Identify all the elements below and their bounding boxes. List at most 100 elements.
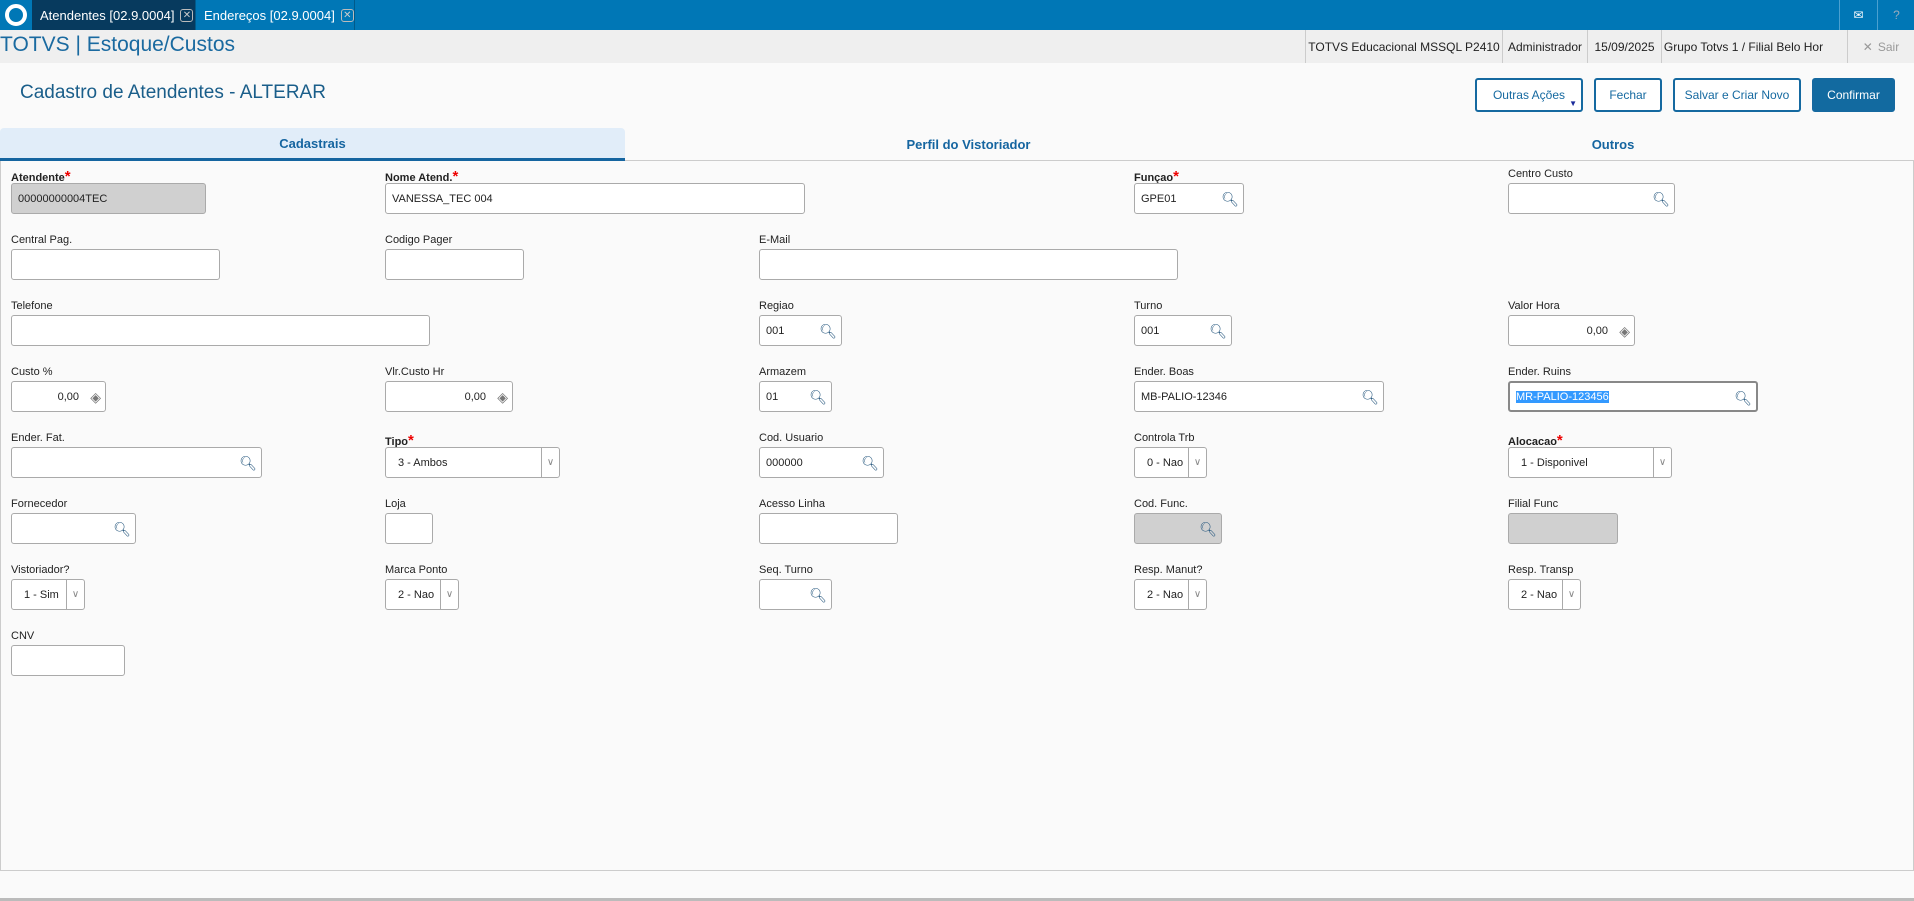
acesso-linha-field[interactable] <box>759 513 898 544</box>
centro-custo-field[interactable]: 🔍︎ <box>1508 183 1675 214</box>
funcao-label: Funçao* <box>1134 168 1179 185</box>
vlr-custo-field[interactable]: 0,00 ◈ <box>385 381 513 412</box>
vistoriador-label: Vistoriador? <box>11 564 70 576</box>
filial-func-field <box>1508 513 1618 544</box>
mail-icon[interactable]: ✉ <box>1839 0 1877 30</box>
close-icon[interactable]: ✕ <box>340 8 354 22</box>
email-field[interactable] <box>759 249 1178 280</box>
tab-perfil-vistoriador[interactable]: Perfil do Vistoriador <box>906 137 1031 152</box>
money-icon[interactable]: ◈ <box>90 389 101 405</box>
vistoriador-select[interactable]: 1 - Sim ∨ <box>11 579 85 610</box>
resp-transp-label: Resp. Transp <box>1508 564 1573 576</box>
centro-custo-label: Centro Custo <box>1508 168 1573 180</box>
label-text: Vistoriador? <box>11 564 70 576</box>
button-label: Outras Ações <box>1492 88 1566 102</box>
codigo-pager-field[interactable] <box>385 249 524 280</box>
search-icon[interactable]: 🔍︎ <box>1361 389 1379 405</box>
label-text: E-Mail <box>759 234 791 246</box>
regiao-field[interactable]: 001 🔍︎ <box>759 315 842 346</box>
custo-value: 0,00 <box>57 390 79 403</box>
marca-ponto-value: 2 - Nao <box>398 588 435 601</box>
window-tab-atendentes[interactable]: Atendentes [02.9.0004] ✕ <box>32 0 196 30</box>
search-icon[interactable]: 🔍︎ <box>809 389 827 405</box>
label-text: Central Pag. <box>11 234 73 246</box>
label-text: Regiao <box>759 300 794 312</box>
exit-button[interactable]: ✕ Sair <box>1847 30 1914 63</box>
money-icon[interactable]: ◈ <box>1619 323 1630 339</box>
tab-label: Atendentes [02.9.0004] <box>40 7 175 23</box>
other-actions-button[interactable]: Outras Ações ▼ <box>1475 78 1583 112</box>
search-icon[interactable]: 🔍︎ <box>239 455 257 471</box>
armazem-field[interactable]: 01 🔍︎ <box>759 381 832 412</box>
search-icon[interactable]: 🔍︎ <box>861 455 879 471</box>
cod-usuario-field[interactable]: 000000 🔍︎ <box>759 447 884 478</box>
cod-func-label: Cod. Func. <box>1134 498 1188 510</box>
date: 15/09/2025 <box>1587 30 1661 63</box>
money-icon[interactable]: ◈ <box>497 389 508 405</box>
alocacao-select[interactable]: 1 - Disponivel ∨ <box>1508 447 1672 478</box>
ender-ruins-value: MR-PALIO-123456 <box>1516 390 1609 403</box>
ender-boas-field[interactable]: MB-PALIO-12346 🔍︎ <box>1134 381 1384 412</box>
chevron-down-icon[interactable]: ∨ <box>1188 448 1206 477</box>
tab-outros[interactable]: Outros <box>1591 137 1635 152</box>
tipo-label: Tipo* <box>385 432 414 449</box>
ender-ruins-field[interactable]: MR-PALIO-123456 🔍︎ <box>1508 381 1758 412</box>
email-label: E-Mail <box>759 234 790 246</box>
nome-field[interactable]: VANESSA_TEC 004 <box>385 183 805 214</box>
turno-field[interactable]: 001 🔍︎ <box>1134 315 1232 346</box>
telefone-field[interactable] <box>11 315 430 346</box>
close-icon[interactable]: ✕ <box>180 8 194 22</box>
turno-value: 001 <box>1141 324 1160 337</box>
loja-field[interactable] <box>385 513 433 544</box>
valor-hora-value: 0,00 <box>1586 324 1608 337</box>
label-text: Vlr.Custo Hr <box>385 366 445 378</box>
ender-fat-field[interactable]: 🔍︎ <box>11 447 262 478</box>
label-text: Codigo Pager <box>385 234 453 246</box>
branch[interactable]: Grupo Totvs 1 / Filial Belo Hor <box>1661 30 1825 63</box>
valor-hora-field[interactable]: 0,00 ◈ <box>1508 315 1635 346</box>
controla-trb-select[interactable]: 0 - Nao ∨ <box>1134 447 1207 478</box>
ender-ruins-label: Ender. Ruins <box>1508 366 1571 378</box>
label-text: Fornecedor <box>11 498 68 510</box>
search-icon[interactable]: 🔍︎ <box>113 521 131 537</box>
funcao-field[interactable]: GPE01 🔍︎ <box>1134 183 1244 214</box>
turno-label: Turno <box>1134 300 1162 312</box>
chevron-down-icon: ▼ <box>1569 99 1577 108</box>
chevron-down-icon[interactable]: ∨ <box>1188 580 1206 609</box>
fornecedor-field[interactable]: 🔍︎ <box>11 513 136 544</box>
help-icon[interactable]: ? <box>1877 0 1914 30</box>
search-icon[interactable]: 🔍︎ <box>809 587 827 603</box>
search-icon[interactable]: 🔍︎ <box>1734 390 1752 406</box>
resp-transp-select[interactable]: 2 - Nao ∨ <box>1508 579 1581 610</box>
central-pag-field[interactable] <box>11 249 220 280</box>
save-and-new-button[interactable]: Salvar e Criar Novo <box>1673 78 1801 112</box>
search-icon[interactable]: 🔍︎ <box>1199 521 1217 537</box>
chevron-down-icon[interactable]: ∨ <box>541 448 559 477</box>
label-text: Valor Hora <box>1508 300 1560 312</box>
chevron-down-icon[interactable]: ∨ <box>1562 580 1580 609</box>
atendente-label: Atendente* <box>11 168 71 185</box>
label-text: Loja <box>385 498 406 510</box>
resp-manut-select[interactable]: 2 - Nao ∨ <box>1134 579 1207 610</box>
window-tab-enderecos[interactable]: Endereços [02.9.0004] ✕ <box>196 0 355 30</box>
search-icon[interactable]: 🔍︎ <box>1652 191 1670 207</box>
seq-turno-field[interactable]: 🔍︎ <box>759 579 832 610</box>
search-icon[interactable]: 🔍︎ <box>819 323 837 339</box>
search-icon[interactable]: 🔍︎ <box>1221 191 1239 207</box>
custo-field[interactable]: 0,00 ◈ <box>11 381 106 412</box>
chevron-down-icon[interactable]: ∨ <box>1653 448 1671 477</box>
close-button[interactable]: Fechar <box>1594 78 1662 112</box>
search-icon[interactable]: 🔍︎ <box>1209 323 1227 339</box>
label-text: Filial Func <box>1508 498 1559 510</box>
marca-ponto-select[interactable]: 2 - Nao ∨ <box>385 579 459 610</box>
cnv-field[interactable] <box>11 645 125 676</box>
totvs-logo-icon[interactable] <box>0 0 32 30</box>
ender-fat-label: Ender. Fat. <box>11 432 65 444</box>
chevron-down-icon[interactable]: ∨ <box>440 580 458 609</box>
chevron-down-icon[interactable]: ∨ <box>66 580 84 609</box>
tipo-select[interactable]: 3 - Ambos ∨ <box>385 447 560 478</box>
tab-cadastrais[interactable]: Cadastrais <box>0 128 625 161</box>
label-text: Telefone <box>11 300 53 312</box>
alocacao-label: Alocacao* <box>1508 432 1563 449</box>
confirm-button[interactable]: Confirmar <box>1812 78 1895 112</box>
